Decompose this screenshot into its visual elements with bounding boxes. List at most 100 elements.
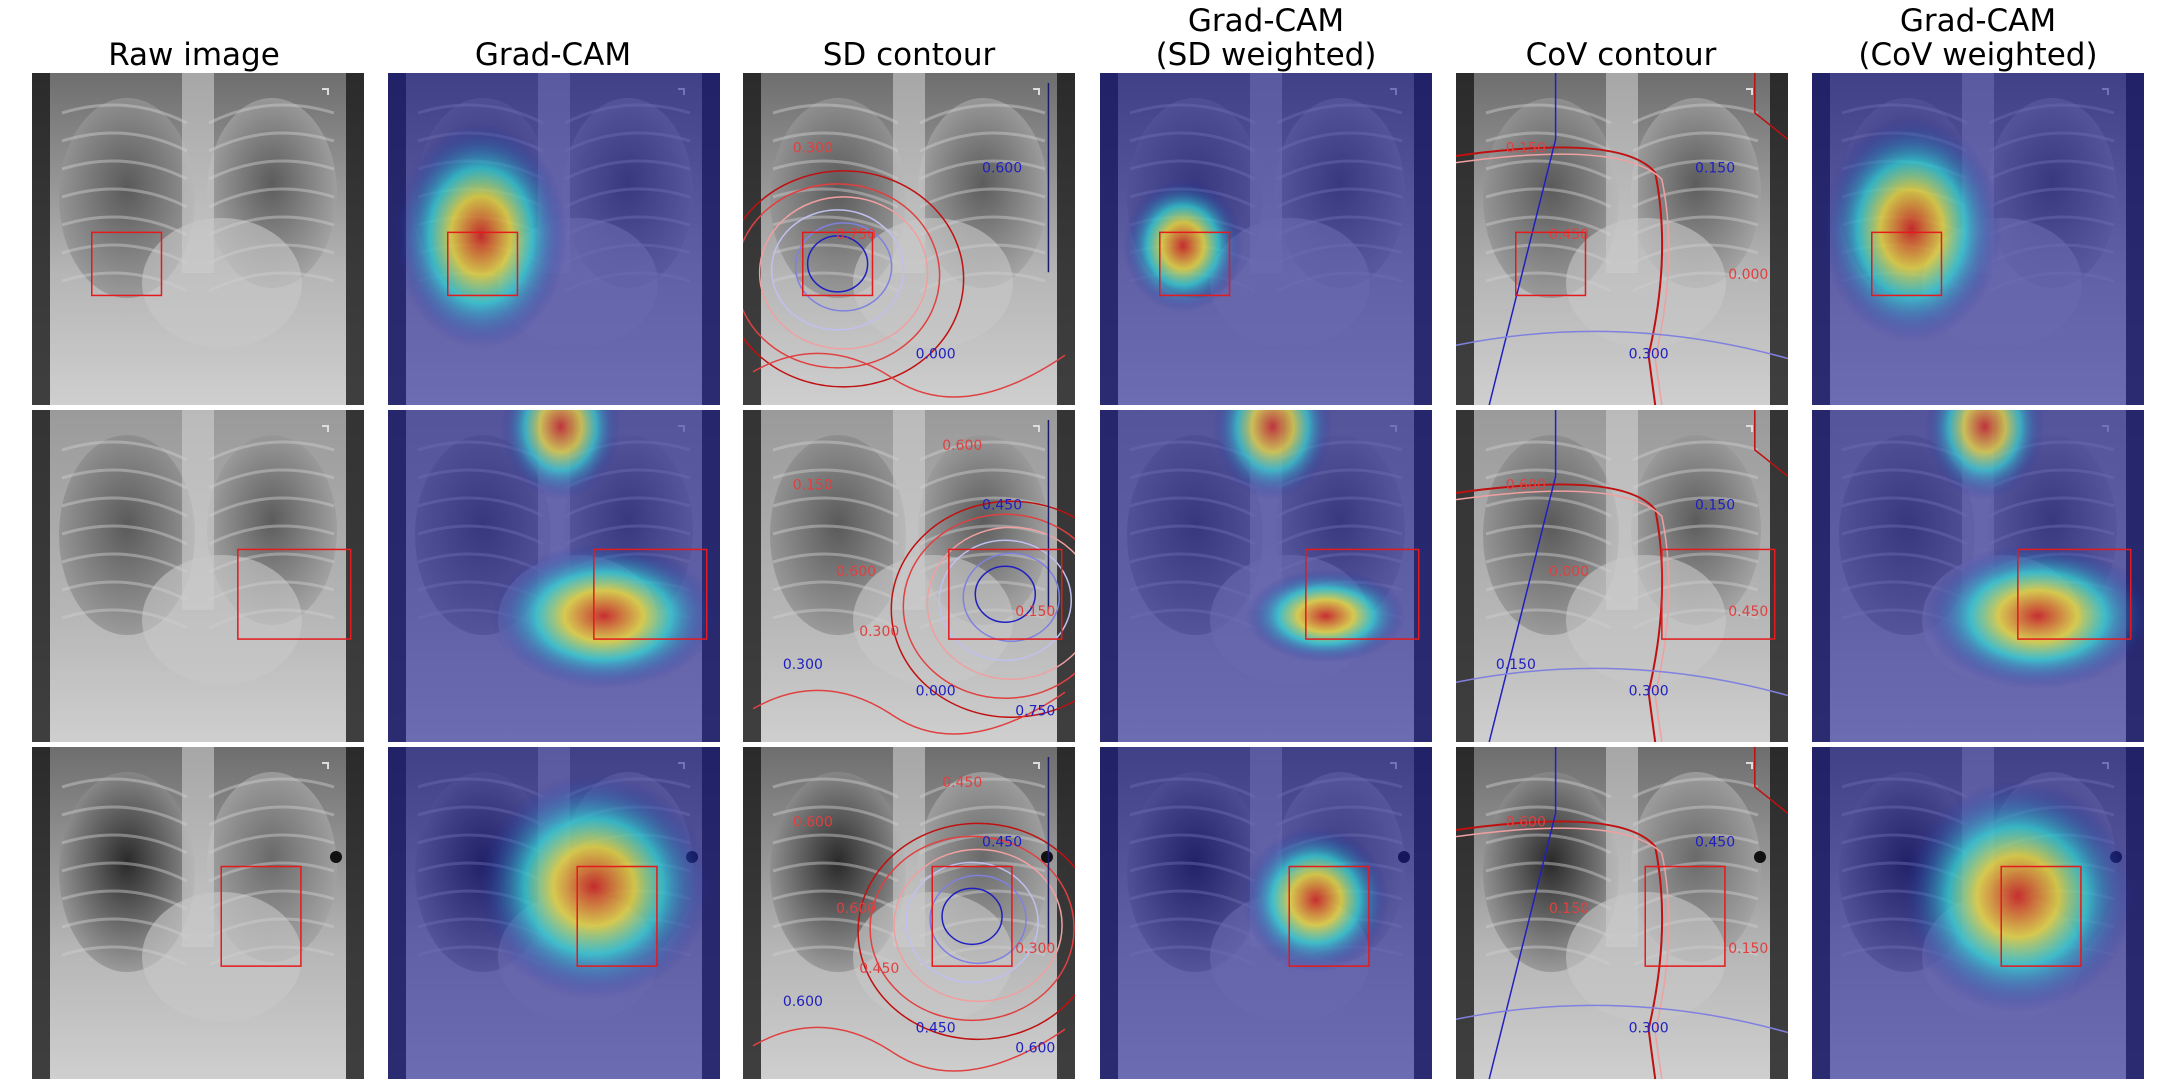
contour-label: 0.000 [1728,267,1768,283]
heatmap-hotspot [1242,826,1389,973]
panel-grad-cam-cov-weighted-row-1 [1812,73,2144,405]
bounding-box [931,865,1013,967]
panel-canvas [388,410,720,742]
bounding-box [2000,865,2082,967]
contour-line [857,822,1075,1041]
heatmap-hotspot-secondary [500,410,621,500]
panel-raw-image-row-3 [32,747,364,1079]
panel-sd-contour-row-1: 0.300 0.600 0.750 0.000 [743,73,1075,405]
contour-label: 0.300 [1629,1021,1669,1037]
contour-line [1488,410,1557,742]
heatmap-hotspot [394,122,568,349]
contour-line [770,209,905,331]
contour-line [941,887,1003,946]
bounding-box [447,231,519,297]
panel-sd-contour-row-3: 0.600 0.450 0.600 0.450 0.300 0.600 0.450 0.600… [743,747,1075,1079]
contour-line [905,861,1039,984]
contour-line [1754,747,1788,814]
contour-line [743,170,965,388]
contour-line [1456,667,1788,697]
contour-label: 0.300 [1629,347,1669,363]
panel-canvas: 0.600 0.150 0.000 0.300 0.450 0.150 [1456,410,1788,742]
column-title-grad-cam: Grad-CAM [474,37,632,73]
heatmap-hotspot [1901,780,2135,1013]
panel-grad-cam-sd-weighted-row-2 [1100,410,1432,742]
panel-canvas [1100,73,1432,405]
panel-grad-cam-cov-weighted-row-2 [1812,410,2144,742]
contour-label: 0.000 [916,347,956,363]
contour-line [752,689,1066,735]
panel-canvas [1812,410,2144,742]
contour-line [752,352,1066,398]
contour-label: 0.150 [1695,161,1735,177]
contour-line [758,196,929,350]
contour-line [1488,747,1557,1079]
contour-label: 0.600 [793,815,833,831]
contour-label: 0.600 [836,564,876,580]
contour-label: 0.600 [836,901,876,917]
heart-shadow [1566,218,1726,348]
panel-canvas [1100,747,1432,1079]
contour-label: 0.600 [1015,1040,1055,1056]
contour-label: 0.300 [1629,684,1669,700]
contour-line [1754,73,1788,140]
contour-label: 0.450 [916,1021,956,1037]
panel-canvas: 0.300 0.600 0.750 0.000 [743,73,1075,405]
contour-label: 0.600 [982,161,1022,177]
contour-label: 0.450 [859,961,899,977]
panel-grad-cam-row-3 [388,747,720,1079]
column-title-grad-cam-cov-weighted: Grad-CAM (CoV weighted) [1858,3,2098,73]
contour-label: 0.150 [1015,604,1055,620]
contour-line [752,1026,1066,1072]
contour-label: 0.600 [942,438,982,454]
heart-shadow [1566,555,1726,685]
contour-label: 0.150 [1549,901,1589,917]
column-title-sd-contour: SD contour [822,37,996,73]
marker-icon [1754,851,1766,863]
bounding-box [1515,231,1587,297]
heatmap-hotspot [1821,116,2002,342]
contour-label: 0.300 [859,624,899,640]
bounding-box [593,548,708,640]
panel-cov-contour-row-3: 0.600 0.450 0.150 0.300 0.150 [1456,747,1788,1079]
contour-line [1754,410,1788,477]
panel-raw-image-row-1 [32,73,364,405]
contour-line [1456,153,1670,405]
bounding-box [237,548,352,640]
heart-shadow [142,892,302,1022]
heatmap-hotspot [477,773,711,1000]
contour-label: 0.600 [1506,478,1546,494]
bounding-box [576,865,658,967]
contour-line [743,183,941,369]
panel-canvas [388,73,720,405]
panel-grad-cam-sd-weighted-row-3 [1100,747,1432,1079]
contour-line [938,539,1073,662]
panel-cov-contour-row-1: 0.150 0.150 0.450 0.300 0.000 [1456,73,1788,405]
contour-label: 0.600 [783,994,823,1010]
panel-canvas: 0.150 0.150 0.450 0.300 0.000 [1456,73,1788,405]
heart-shadow [1566,892,1726,1022]
contour-label: 0.450 [1728,604,1768,620]
contour-line [902,513,1075,699]
contour-line [1456,490,1670,742]
column-title-grad-cam-sd-weighted: Grad-CAM (SD weighted) [1155,3,1377,73]
contour-label: 0.150 [1695,498,1735,514]
contour-line [962,552,1061,643]
contour-line [794,222,893,312]
contour-line [1456,827,1670,1079]
heatmap-hotspot [1924,542,2144,689]
panel-sd-contour-row-2: 0.150 0.450 0.600 0.000 0.150 0.300 0.600 0.750… [743,410,1075,742]
contour-label: 0.300 [1015,941,1055,957]
panel-canvas [1812,747,2144,1079]
contour-label: 0.450 [982,498,1022,514]
contour-label: 0.000 [916,684,956,700]
contour-label: 0.750 [1015,703,1055,719]
bounding-box [2017,548,2132,640]
heart-shadow [142,218,302,348]
contour-line [893,848,1063,1003]
contour-line [1456,330,1788,360]
bounding-box [91,231,163,297]
contour-label: 0.150 [1728,941,1768,957]
heatmap-hotspot [1246,569,1406,663]
panel-canvas [32,73,364,405]
